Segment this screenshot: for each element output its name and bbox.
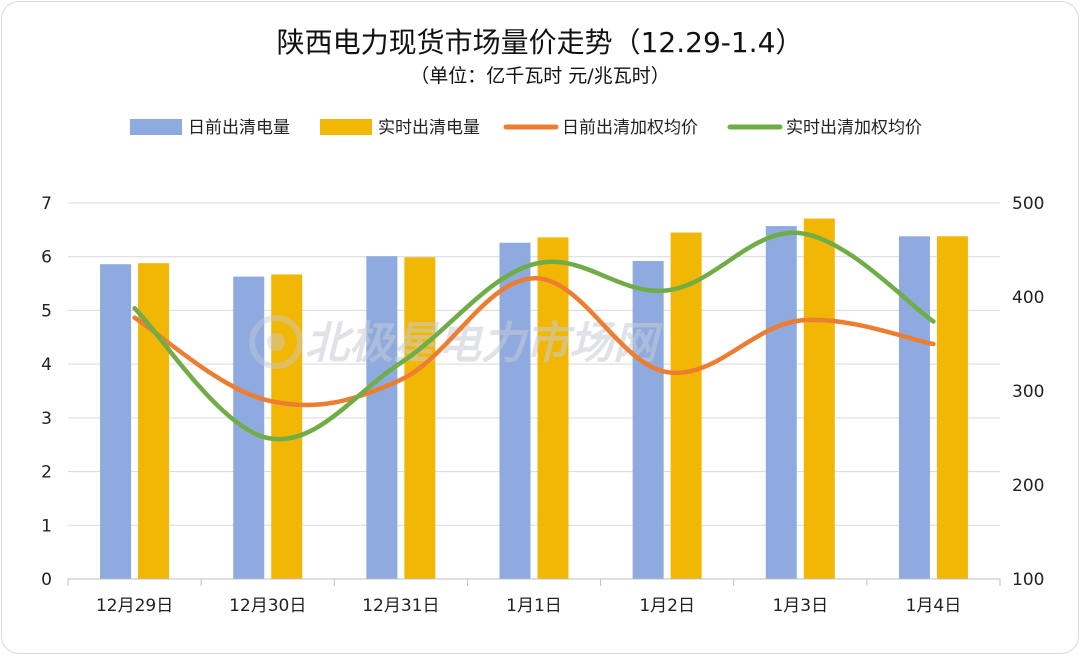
legend-label-da-volume: 日前出清电量 xyxy=(188,118,290,138)
x-tick-label: 12月30日 xyxy=(229,596,306,616)
x-tick-label: 1月1日 xyxy=(506,596,562,616)
chart-title: 陕西电力现货市场量价走势（12.29-1.4） xyxy=(277,26,804,59)
x-tick-label: 1月3日 xyxy=(772,596,828,616)
bars xyxy=(100,218,968,580)
y-right-tick-label: 400 xyxy=(1012,288,1044,308)
y-left-tick-label: 7 xyxy=(41,194,52,214)
legend: 日前出清电量 实时出清电量 日前出清加权均价 实时出清加权均价 xyxy=(130,118,922,138)
x-tick-label: 12月29日 xyxy=(96,596,173,616)
bar xyxy=(936,236,968,579)
x-tick-label: 1月4日 xyxy=(906,596,962,616)
bar xyxy=(404,257,436,579)
y-right-tick-label: 100 xyxy=(1012,570,1044,590)
y-left-tick-label: 4 xyxy=(41,355,52,375)
series-line xyxy=(132,275,936,408)
y-left-tick-label: 3 xyxy=(41,409,52,429)
bar xyxy=(898,236,930,579)
legend-label-rt-price: 实时出清加权均价 xyxy=(786,118,922,138)
bar xyxy=(632,261,664,579)
bar xyxy=(803,218,835,579)
y-left-tick-label: 0 xyxy=(41,570,52,590)
axes: 0 1 2 3 4 5 6 7 100 200 300 400 500 12月29日 12月30日 12月31… xyxy=(41,194,1044,616)
bar xyxy=(138,263,170,579)
watermark-logo xyxy=(249,315,303,369)
grid xyxy=(68,202,1000,526)
y-left-tick-label: 5 xyxy=(41,301,52,321)
legend-label-rt-volume: 实时出清电量 xyxy=(378,118,480,138)
legend-label-da-price: 日前出清加权均价 xyxy=(562,118,698,138)
lines xyxy=(132,230,936,442)
x-tick-label: 12月31日 xyxy=(362,596,439,616)
y-right-tick-label: 500 xyxy=(1012,194,1044,214)
y-right-tick-label: 300 xyxy=(1012,382,1044,402)
x-tick-label: 1月2日 xyxy=(639,596,695,616)
legend-swatch-da-volume xyxy=(130,119,182,135)
bar xyxy=(537,237,569,579)
bar xyxy=(499,242,531,579)
watermark-text: 北极星电力市场网 xyxy=(305,318,663,369)
y-left-tick-label: 6 xyxy=(41,248,52,268)
y-left-tick-label: 1 xyxy=(41,516,52,536)
bar xyxy=(765,226,797,579)
y-left-tick-label: 2 xyxy=(41,463,52,483)
y-right-tick-label: 200 xyxy=(1012,476,1044,496)
chart-subtitle: （单位：亿千瓦时 元/兆瓦时） xyxy=(410,65,669,87)
bar xyxy=(366,256,398,579)
series-line xyxy=(132,230,936,442)
bar xyxy=(100,264,132,579)
legend-swatch-rt-volume xyxy=(320,119,372,135)
bar xyxy=(271,274,303,579)
